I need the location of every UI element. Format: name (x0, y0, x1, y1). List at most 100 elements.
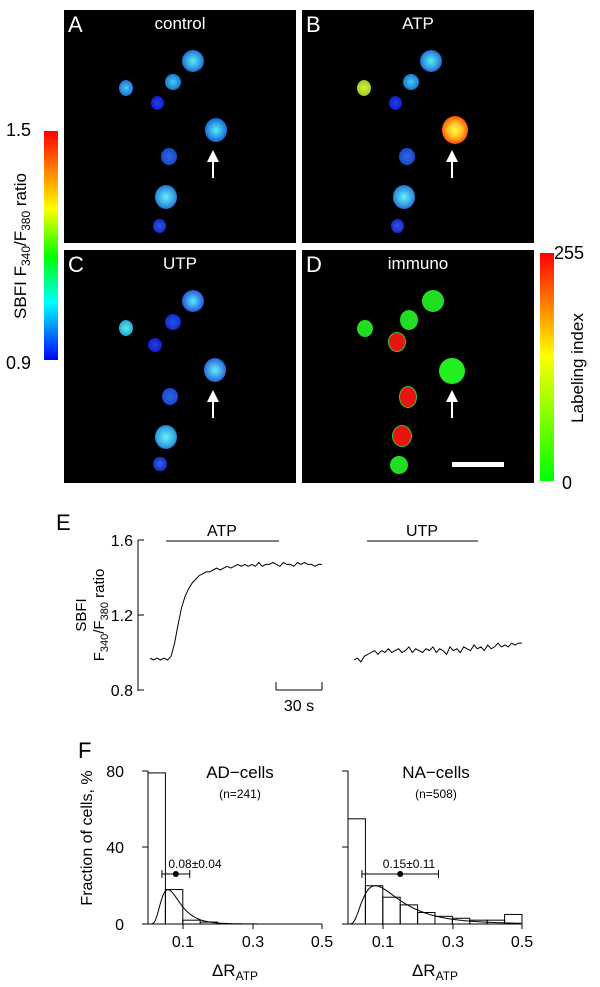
cell (439, 358, 465, 384)
cell (391, 219, 404, 233)
utp-trace (353, 642, 522, 663)
cell (153, 219, 166, 233)
chart-e-ytick: 1.6 (111, 533, 133, 550)
chart-e-ytick: 1.2 (111, 608, 133, 625)
cell (392, 425, 412, 447)
chart-f-ytick: 0 (115, 917, 124, 934)
cell (119, 80, 133, 96)
cell (393, 185, 415, 209)
cell (204, 358, 226, 382)
histogram-bar (382, 896, 401, 925)
utp-bar-label: UTP (406, 523, 438, 540)
chart-f-ytick: 80 (106, 764, 124, 781)
time-scale-label: 30 s (284, 698, 314, 715)
chart-f-xlabel: ΔRATP (212, 961, 258, 983)
panel-letter-a: A (68, 12, 83, 37)
histogram-bar (504, 913, 523, 925)
cell (399, 386, 417, 408)
cell (151, 96, 164, 110)
scale-bar (452, 462, 504, 467)
arrow-up-icon (207, 390, 219, 418)
cell (389, 96, 402, 110)
arrow-up-icon (446, 390, 458, 418)
na-cells-n: (n=508) (415, 787, 457, 801)
cell (119, 320, 133, 336)
cell (155, 425, 177, 449)
histogram-bar (147, 772, 166, 925)
cell (165, 74, 181, 90)
cell (155, 185, 177, 209)
cell (403, 74, 419, 90)
cell (357, 320, 373, 337)
time-scale-bar: 30 s (275, 682, 323, 715)
right-colorbar-min: 0 (562, 473, 573, 493)
cell (400, 310, 418, 330)
cell (161, 148, 177, 165)
atp-bar-label: ATP (207, 523, 237, 540)
arrow-up-icon (446, 150, 458, 178)
histogram-bar (347, 818, 366, 925)
panel-letter-d: D (306, 252, 322, 277)
chart-f-xtick: 0.3 (442, 934, 464, 951)
chart-f-xtick: 0.3 (242, 934, 264, 951)
panel-title-c: UTP (163, 254, 197, 273)
histogram-bar (399, 904, 419, 925)
chart-e-yaxis: 1.6 1.2 0.8 (111, 533, 144, 700)
fit-curve (149, 889, 321, 925)
cell (390, 456, 408, 474)
na-cells-mean-label: 0.15±0.11 (383, 857, 436, 871)
chart-f-xtick: 0.5 (311, 934, 333, 951)
panel-b: B ATP (302, 10, 534, 243)
mean-point (172, 871, 179, 877)
chart-f-right-axes: 0.1 0.3 0.5 ΔRATP (342, 770, 533, 983)
cell (442, 116, 468, 144)
arrow-up-icon (207, 150, 219, 178)
chart-e-ylabel-line1: SBFI (73, 598, 90, 631)
chart-f-xtick: 0.5 (511, 934, 533, 951)
right-colorbar (540, 253, 554, 481)
cell (422, 290, 444, 312)
ad-cells-mean-label: 0.08±0.04 (168, 857, 222, 871)
cell (420, 50, 442, 72)
mean-point (397, 871, 404, 877)
left-colorbar (44, 131, 58, 360)
right-colorbar-max: 255 (554, 243, 585, 263)
chart-f-xtick: 0.1 (372, 934, 394, 951)
cell (162, 388, 178, 405)
chart-e-ylabel-line2: F340/F380 ratio (91, 569, 111, 662)
cell (148, 338, 162, 352)
cell (388, 332, 406, 352)
chart-e-ytick: 0.8 (111, 683, 133, 700)
left-colorbar-min: 0.9 (6, 353, 32, 373)
panel-letter-e: E (56, 510, 71, 535)
panel-title-b: ATP (402, 14, 434, 33)
panel-title-d: immuno (387, 254, 449, 273)
cell (165, 314, 181, 330)
panel-title-a: control (154, 14, 206, 33)
cell (399, 148, 415, 165)
chart-f-xtick: 0.1 (172, 934, 194, 951)
histogram-bar (364, 885, 384, 925)
cell (205, 118, 227, 142)
histogram-bar (182, 919, 201, 925)
ad-cells-n: (n=241) (219, 787, 261, 801)
cell (182, 290, 204, 312)
chart-f-ytick: 40 (106, 840, 124, 857)
panel-c: C UTP (64, 250, 296, 483)
panel-a: A control (64, 10, 296, 243)
panel-letter-c: C (68, 252, 84, 277)
cell (182, 50, 204, 72)
panel-d: D immuno (302, 250, 534, 483)
fit-curve (349, 885, 522, 925)
chart-f-xlabel: ΔRATP (412, 961, 458, 983)
panel-letter-f: F (78, 738, 92, 763)
cell (357, 80, 371, 96)
atp-trace (149, 561, 322, 661)
ad-cells-title: AD−cells (206, 763, 274, 782)
na-cells-title: NA−cells (402, 763, 470, 782)
cell (153, 457, 167, 471)
histogram-bar (417, 912, 436, 925)
left-colorbar-max: 1.5 (6, 120, 32, 140)
